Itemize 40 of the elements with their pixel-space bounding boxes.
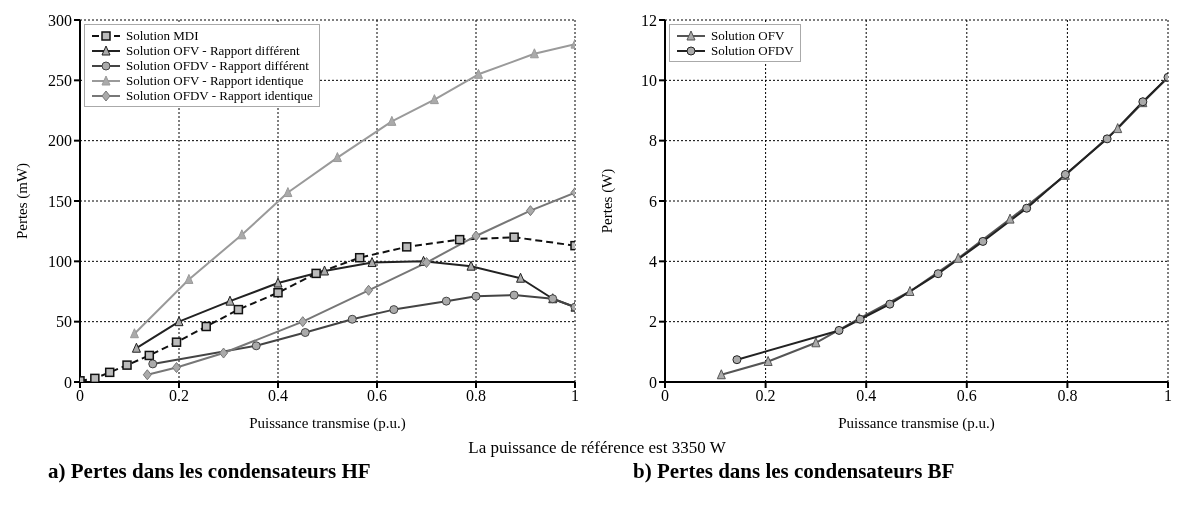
x-tick-label: 0.2 — [755, 387, 776, 405]
text: b) Pertes dans les condensateurs BF — [632, 458, 956, 484]
y-tick-label: 300 — [48, 11, 72, 29]
y-tick-label: 200 — [48, 132, 72, 150]
y-tick-label: 8 — [649, 132, 657, 150]
x-tick-label: 0.2 — [169, 387, 189, 405]
y-tick-label: 50 — [56, 313, 72, 331]
y-axis-title: Pertes (mW) — [14, 162, 32, 240]
y-tick-label: 100 — [48, 253, 72, 271]
legend-label: Solution OFV — [711, 28, 785, 43]
y-tick-label: 12 — [641, 11, 657, 29]
x-tick-label: 0.4 — [856, 387, 877, 405]
legend-label: Solution OFDV - Rapport identique — [126, 88, 313, 103]
legend-label: Solution MDI — [126, 28, 199, 43]
y-tick-label: 0 — [64, 373, 72, 391]
text: a) Pertes dans les condensateurs HF — [47, 458, 372, 484]
x-axis-title: Puissance transmise (p.u.) — [249, 415, 406, 432]
x-tick-label: 0 — [661, 387, 669, 405]
text: La puissance de référence est 3350 W — [467, 438, 727, 458]
x-tick-label: 0.8 — [466, 387, 486, 405]
y-tick-label: 2 — [649, 313, 657, 331]
legend-label: Solution OFDV - Rapport différent — [126, 58, 309, 73]
y-tick-label: 6 — [649, 192, 657, 210]
y-tick-label: 10 — [641, 72, 657, 90]
x-tick-label: 0.6 — [956, 387, 977, 405]
x-tick-label: 0.4 — [268, 387, 288, 405]
x-tick-label: 1 — [571, 387, 579, 405]
y-axis-title: Pertes (W) — [599, 168, 617, 234]
x-tick-label: 1 — [1164, 387, 1172, 405]
legend-label: Solution OFDV — [711, 43, 794, 58]
x-axis-title: Puissance transmise (p.u.) — [838, 415, 995, 432]
x-tick-label: 0.6 — [367, 387, 387, 405]
y-tick-label: 150 — [48, 192, 72, 210]
legend-label: Solution OFV - Rapport différent — [126, 43, 300, 58]
y-tick-label: 0 — [649, 373, 657, 391]
x-tick-label: 0.8 — [1057, 387, 1078, 405]
legend-label: Solution OFV - Rapport identique — [126, 73, 304, 88]
y-tick-label: 250 — [48, 72, 72, 90]
y-tick-label: 4 — [649, 253, 657, 271]
x-tick-label: 0 — [76, 387, 84, 405]
